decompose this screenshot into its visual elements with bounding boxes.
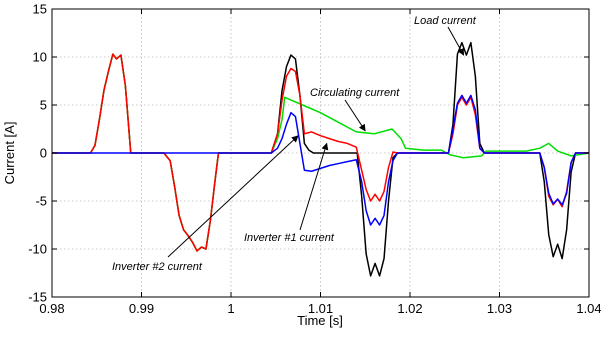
x-tick-label: 1.02 bbox=[397, 301, 422, 316]
circulating-current-label: Circulating current bbox=[310, 87, 400, 99]
inverter-1-current-label: Inverter #1 current bbox=[244, 232, 335, 244]
annotation-arrow bbox=[447, 26, 465, 56]
axis-ticks: 0.98 0.99 1 1.01 1.02 1.03 1.04 -15 -10 -5 0 5 10 15 bbox=[28, 2, 601, 317]
annotation-arrow bbox=[299, 142, 329, 231]
y-tick-label: 0 bbox=[40, 146, 47, 161]
y-tick-label: -15 bbox=[28, 290, 47, 305]
x-tick-label: 1 bbox=[227, 301, 234, 316]
x-axis-label: Time [s] bbox=[297, 313, 343, 328]
x-tick-label: 0.99 bbox=[129, 301, 154, 316]
inverter-2-current-line bbox=[52, 94, 589, 226]
load-current-label: Load current bbox=[414, 15, 477, 27]
annotation-arrow bbox=[344, 99, 366, 132]
y-tick-label: 5 bbox=[40, 98, 47, 113]
y-tick-label: -10 bbox=[28, 242, 47, 257]
x-tick-label: 1.01 bbox=[308, 301, 333, 316]
series-layer bbox=[52, 41, 590, 277]
annotations: Load current Circulating current Inverte… bbox=[112, 15, 477, 273]
inverter-2-current-label: Inverter #2 current bbox=[112, 261, 203, 273]
y-tick-label: -5 bbox=[35, 194, 47, 209]
y-tick-label: 10 bbox=[33, 50, 47, 65]
y-axis-label: Current [A] bbox=[2, 122, 17, 185]
x-tick-label: 0.98 bbox=[39, 301, 64, 316]
x-tick-label: 1.04 bbox=[576, 301, 601, 316]
x-tick-label: 1.03 bbox=[487, 301, 512, 316]
annotation-arrow bbox=[167, 135, 299, 258]
y-tick-label: 15 bbox=[33, 2, 47, 17]
